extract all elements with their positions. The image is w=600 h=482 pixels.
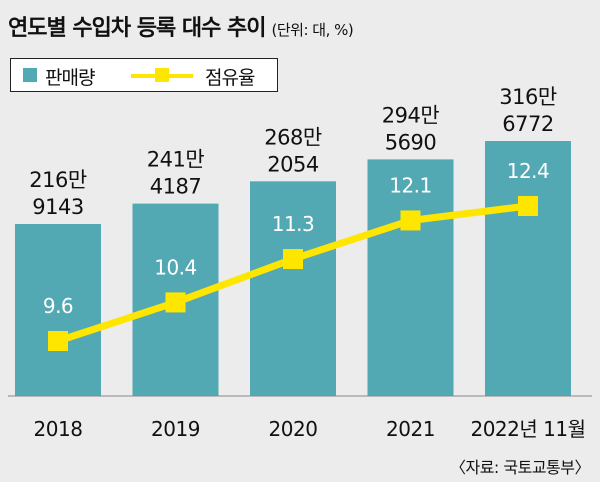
legend-bar-swatch <box>23 68 37 82</box>
unit-note: (단위: 대, %) <box>271 21 354 39</box>
share-value-label: 10.4 <box>154 255 197 279</box>
bar-2018 <box>15 224 101 396</box>
bar-value-label-line1: 216만 <box>29 168 87 192</box>
x-tick-label: 2020 <box>269 417 318 441</box>
bar-2022년-11월 <box>485 141 571 396</box>
bar-value-label-line2: 5690 <box>385 130 436 154</box>
bar-value-label-line2: 2054 <box>267 152 319 176</box>
bar-value-label-line2: 6772 <box>502 112 553 136</box>
bar-value-label-line1: 316만 <box>499 85 557 109</box>
share-point <box>400 210 421 231</box>
source-note: 〈자료: 국토교통부〉 <box>449 458 591 477</box>
share-value-label: 11.3 <box>272 212 315 236</box>
x-tick-label: 2019 <box>151 417 200 441</box>
share-point <box>165 292 186 313</box>
x-tick-label: 2018 <box>34 417 83 441</box>
share-value-label: 12.4 <box>507 159 550 183</box>
bar-2020 <box>250 181 336 396</box>
x-tick-label: 2021 <box>386 417 435 441</box>
bar-value-label-line1: 241만 <box>147 148 205 172</box>
x-tick-label: 2022년 11월 <box>470 417 585 441</box>
bar-value-label-line2: 9143 <box>32 195 83 219</box>
legend-line-marker <box>155 68 169 82</box>
legend-line-label: 점유율 <box>205 67 255 89</box>
share-point <box>518 196 538 216</box>
chart-title-block: 연도별 수입차 등록 대수 추이 (단위: 대, %) <box>8 10 354 42</box>
share-value-label: 12.1 <box>389 173 432 197</box>
share-value-label: 9.6 <box>43 294 73 318</box>
bar-2021 <box>367 159 454 396</box>
share-point <box>48 331 68 351</box>
legend: 판매량 점유율 <box>10 58 278 92</box>
bar-value-label-line1: 268만 <box>264 125 322 149</box>
share-point <box>283 249 303 270</box>
bar-value-label-line1: 294만 <box>382 103 440 127</box>
bar-value-label-line2: 4187 <box>150 175 201 199</box>
legend-bar-label: 판매량 <box>45 67 95 89</box>
chart-title: 연도별 수입차 등록 대수 추이 <box>8 16 267 41</box>
